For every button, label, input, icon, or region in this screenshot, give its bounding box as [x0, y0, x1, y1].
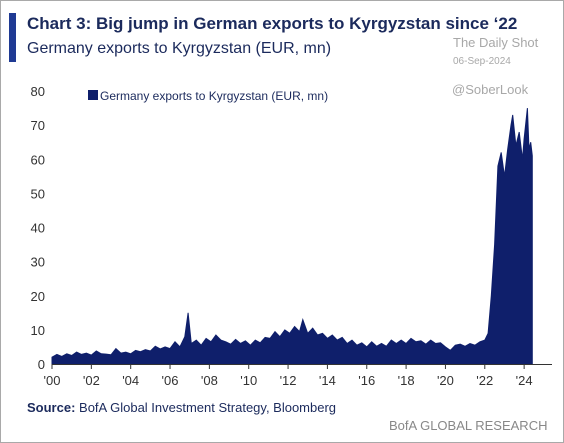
y-tick-label: 50	[31, 186, 45, 201]
y-axis: 0 10 20 30 40 50 60 70 80	[31, 84, 45, 372]
y-tick-label: 20	[31, 289, 45, 304]
y-tick-label: 10	[31, 323, 45, 338]
x-tick-label: '00	[44, 373, 61, 388]
series-area	[51, 108, 533, 365]
x-axis: '00 '02 '04 '06 '08 '10 '12 '14 '16 '18 '20 '22 '24	[44, 364, 552, 388]
x-tick-label: '12	[280, 373, 297, 388]
watermark-date: 06-Sep-2024	[453, 56, 511, 67]
x-tick-label: '18	[398, 373, 415, 388]
y-tick-label: 60	[31, 152, 45, 167]
title-accent-bar	[9, 13, 16, 62]
legend-label: Germany exports to Kyrgyzstan (EUR, mn)	[100, 89, 328, 103]
x-tick-label: '14	[319, 373, 336, 388]
x-tick-label: '24	[516, 373, 533, 388]
y-tick-label: 0	[38, 357, 45, 372]
x-tick-label: '04	[122, 373, 139, 388]
chart-title: Chart 3: Big jump in German exports to K…	[27, 14, 518, 33]
y-tick-label: 40	[31, 221, 45, 236]
source-label: Source:	[27, 400, 76, 415]
legend: Germany exports to Kyrgyzstan (EUR, mn)	[88, 89, 328, 103]
y-tick-label: 70	[31, 118, 45, 133]
y-tick-label: 80	[31, 84, 45, 99]
x-tick-label: '16	[358, 373, 375, 388]
x-tick-label: '02	[83, 373, 100, 388]
source-note: Source: BofA Global Investment Strategy,…	[27, 400, 336, 415]
x-tick-label: '22	[476, 373, 493, 388]
x-tick-label: '08	[201, 373, 218, 388]
x-tick-label: '20	[437, 373, 454, 388]
y-tick-label: 30	[31, 255, 45, 270]
watermark-handle: @SoberLook	[452, 82, 529, 97]
legend-swatch	[88, 90, 98, 100]
x-tick-label: '06	[162, 373, 179, 388]
source-text: BofA Global Investment Strategy, Bloombe…	[79, 400, 337, 415]
brand-logo-text: BofA GLOBAL RESEARCH	[389, 418, 548, 433]
chart-subtitle: Germany exports to Kyrgyzstan (EUR, mn)	[27, 40, 332, 57]
x-tick-label: '10	[240, 373, 257, 388]
plot-area	[51, 108, 533, 365]
watermark-name: The Daily Shot	[453, 35, 539, 50]
